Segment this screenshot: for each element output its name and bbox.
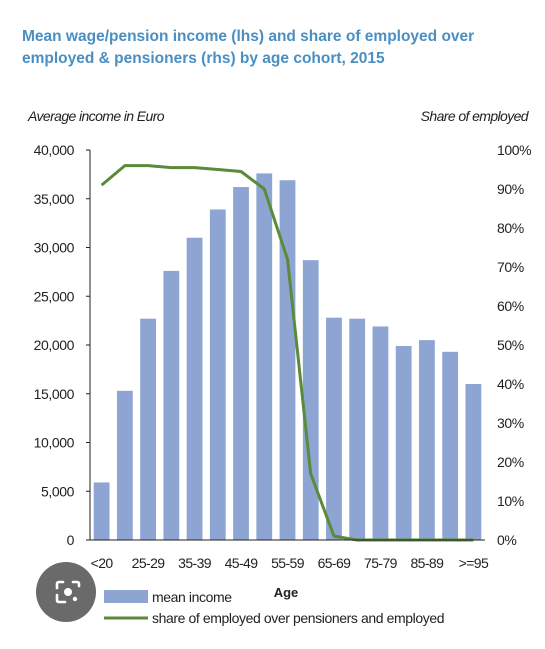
bar-60-64 — [302, 260, 319, 540]
axes: 0 5,000 10,000 15,000 20,000 25,000 30,000 35,0… — [34, 142, 532, 571]
x-tick-label: 35-39 — [178, 555, 212, 571]
y-tick-label: 0 — [67, 532, 75, 548]
y2-axis-label: Share of employed — [421, 108, 530, 124]
y2-tick-label: 80% — [497, 220, 524, 236]
bar-55-59 — [279, 180, 296, 540]
bar-35-39 — [186, 237, 203, 540]
y-tick-label: 5,000 — [41, 483, 75, 499]
y2-tick-label: 30% — [497, 415, 524, 431]
legend-label-bar: mean income — [152, 589, 232, 605]
x-tick-label: 45-49 — [225, 555, 259, 571]
y-tick-label: 25,000 — [34, 288, 75, 304]
bar-80-84 — [395, 345, 412, 540]
x-tick-label: 65-69 — [318, 555, 352, 571]
y2-tick-label: 90% — [497, 181, 524, 197]
bar->=95 — [465, 384, 482, 540]
x-tick-label: 25-29 — [132, 555, 166, 571]
bar-85-89 — [419, 340, 435, 540]
bar-25-29 — [140, 318, 156, 540]
y-tick-label: 20,000 — [34, 337, 75, 353]
y2-tick-label: 10% — [497, 493, 524, 509]
y2-tick-label: 20% — [497, 454, 524, 470]
x-tick-label: >=95 — [459, 555, 489, 571]
bar-90-94 — [442, 351, 459, 540]
x-tick-label: <20 — [91, 555, 114, 571]
y2-tick-label: 40% — [497, 376, 524, 392]
bar-30-34 — [163, 270, 180, 540]
bar-40-44 — [209, 209, 226, 540]
chart-title: Mean wage/pension income (lhs) and share… — [22, 26, 537, 70]
y-tick-label: 35,000 — [34, 191, 75, 207]
bar-series — [93, 173, 482, 541]
chart-title-line-2: employed & pensioners (rhs) by age cohor… — [22, 50, 385, 67]
x-axis-label: Age — [274, 585, 299, 600]
y-tick-label: 40,000 — [34, 142, 75, 158]
y2-tick-label: 50% — [497, 337, 524, 353]
lens-glyph-icon — [55, 580, 81, 604]
y2-tick-label: 0% — [497, 532, 516, 548]
bar-75-79 — [372, 326, 389, 540]
bar-45-49 — [233, 187, 249, 541]
bar-65-69 — [326, 317, 342, 540]
legend-label-line: share of employed over pensioners and em… — [152, 610, 444, 626]
y-tick-label: 30,000 — [34, 240, 75, 256]
y2-tick-label: 70% — [497, 259, 524, 275]
y2-tick-label: 100% — [497, 142, 531, 158]
bar-20-24 — [116, 390, 133, 540]
x-tick-label: 85-89 — [411, 555, 445, 571]
y2-tick-label: 60% — [497, 298, 524, 314]
bar-<20 — [93, 482, 110, 540]
x-tick-label: 55-59 — [271, 555, 305, 571]
chart-title-line-1: Mean wage/pension income (lhs) and share… — [22, 28, 475, 45]
y-axis-label: Average income in Euro — [27, 108, 165, 124]
y-tick-label: 15,000 — [34, 386, 75, 402]
y-tick-label: 10,000 — [34, 435, 75, 451]
bar-70-74 — [349, 318, 366, 540]
legend: mean income share of employed over pensi… — [104, 589, 445, 626]
legend-swatch-bar — [104, 590, 148, 603]
x-tick-label: 75-79 — [364, 555, 398, 571]
bar-50-54 — [256, 173, 273, 540]
